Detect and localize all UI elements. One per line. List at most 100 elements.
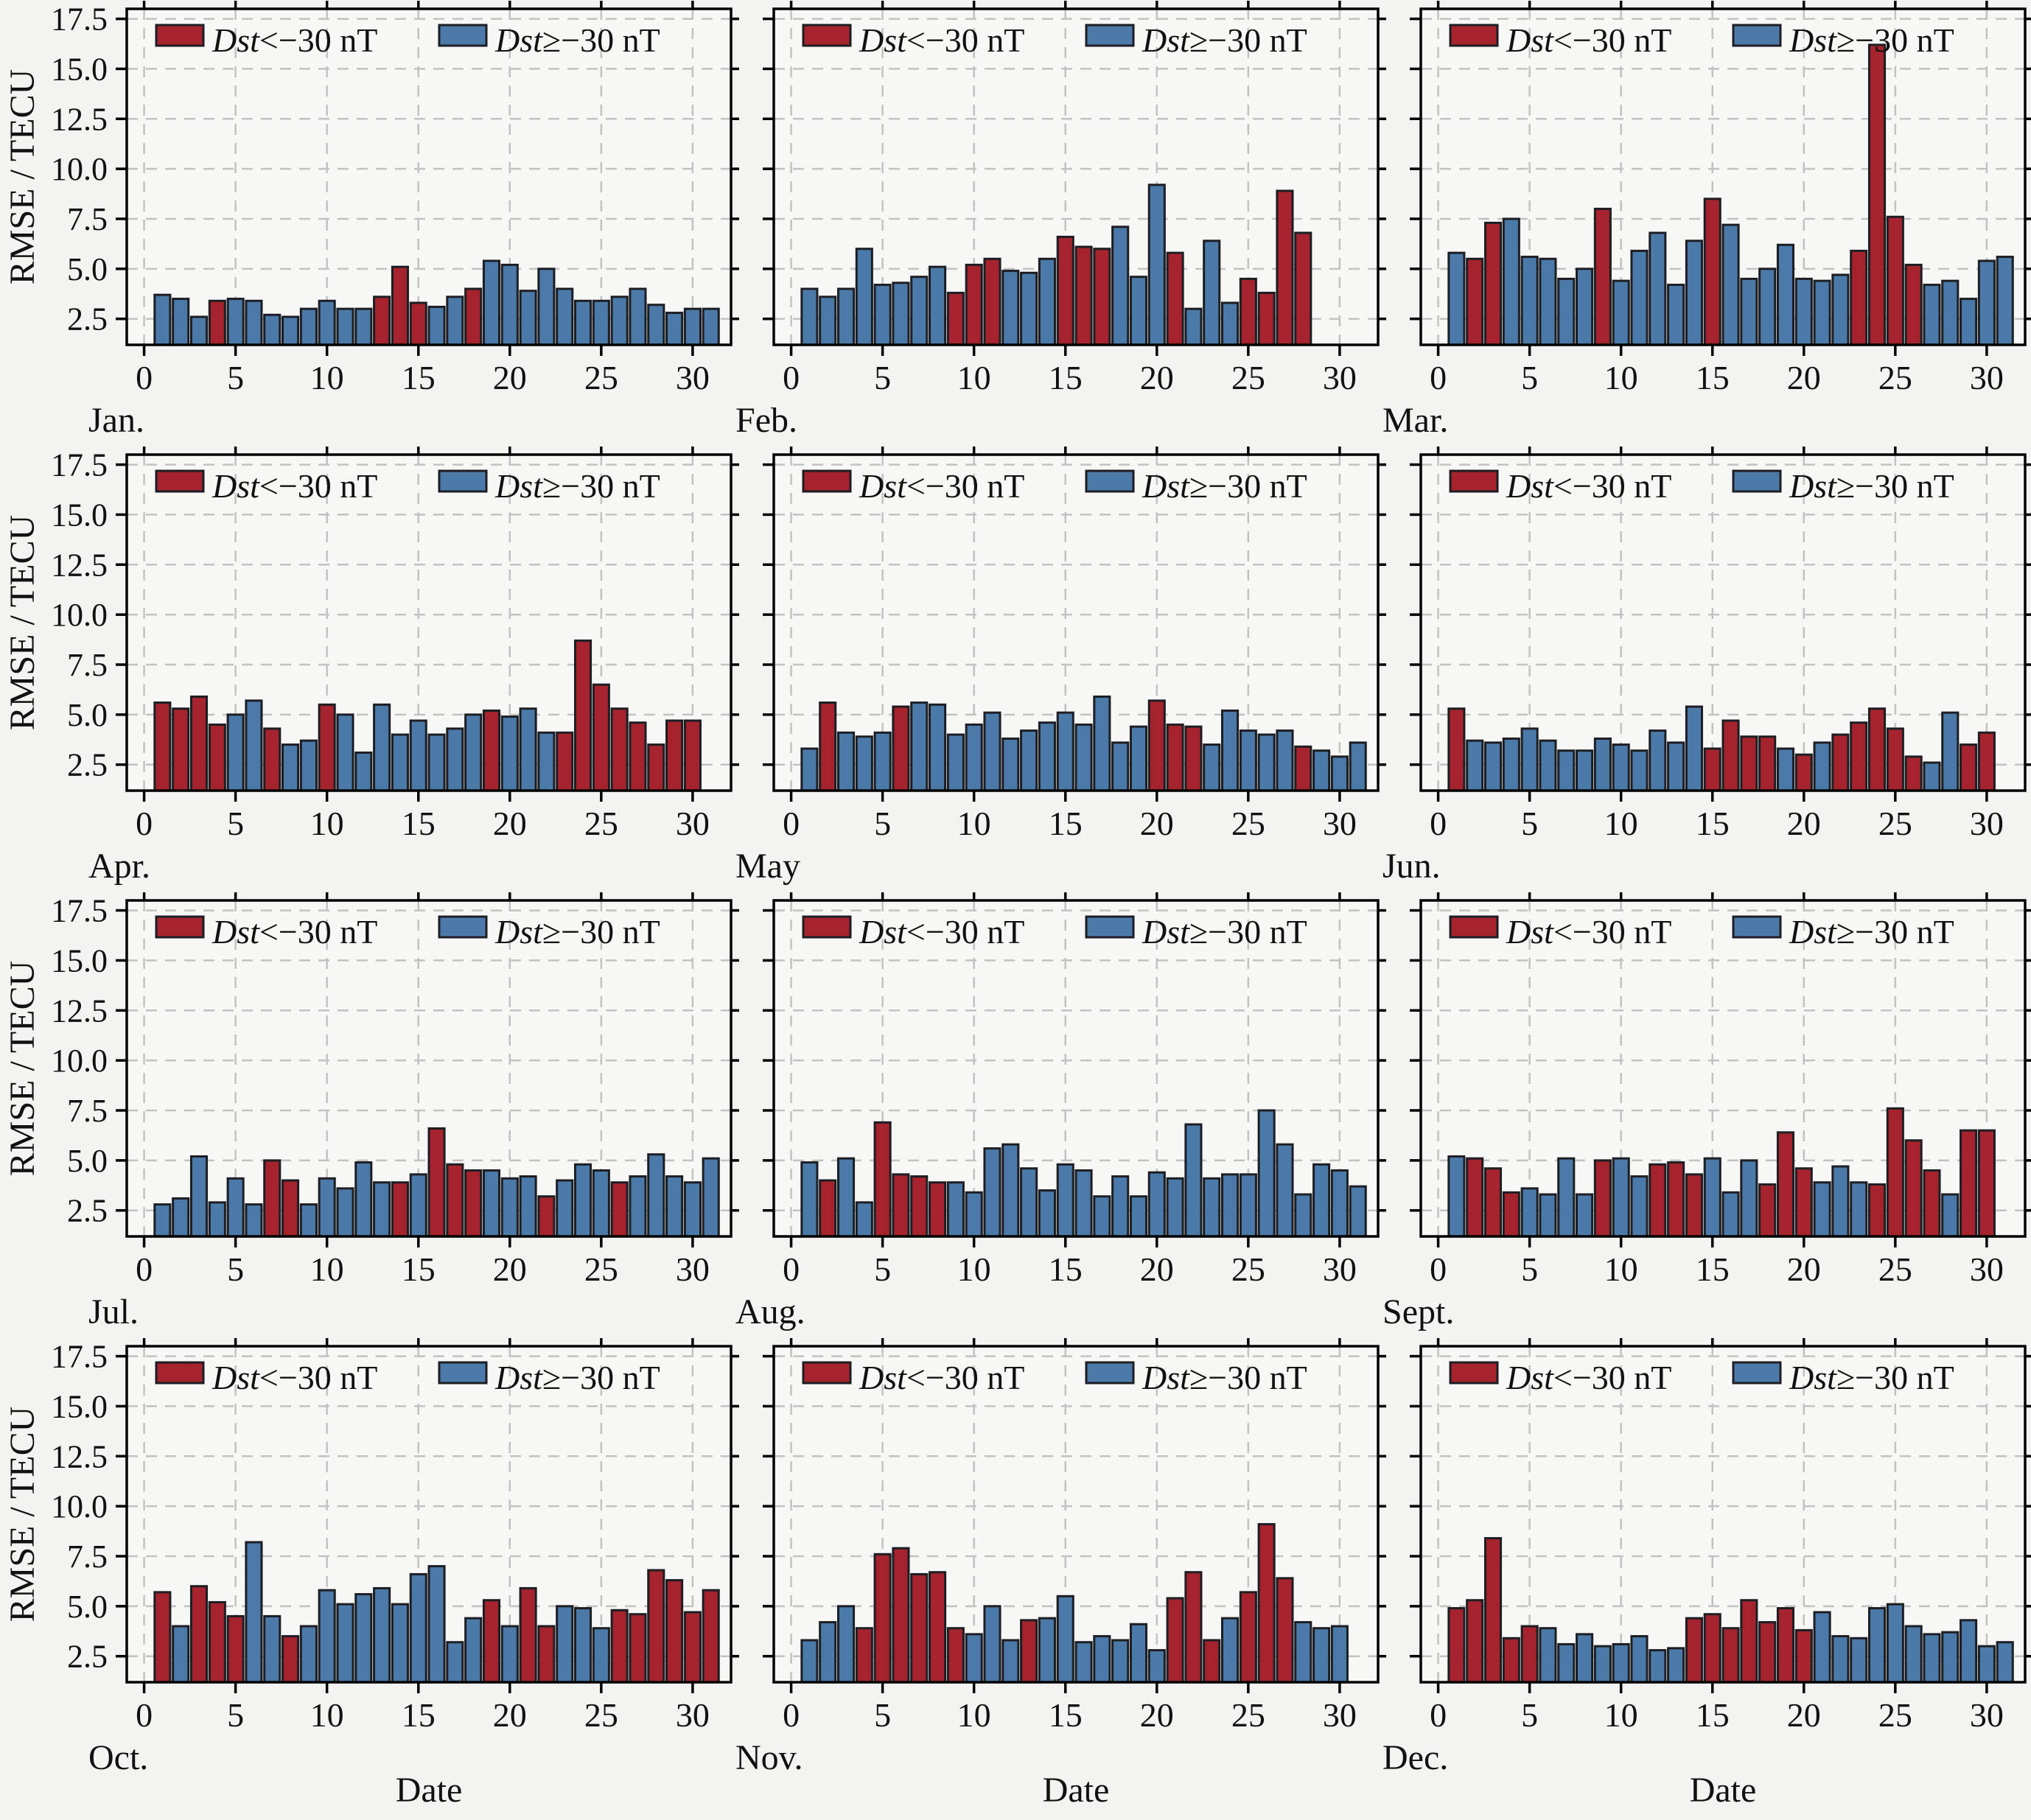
bar-quiet-day-31 (702, 1157, 720, 1238)
bar-quiet-day-11 (336, 1187, 354, 1238)
legend-swatch-quiet (438, 1361, 488, 1385)
bar-quiet-day-1 (153, 1203, 172, 1238)
bar-quiet-day-9 (299, 1203, 318, 1238)
bar-quiet-day-28 (1941, 1631, 1960, 1684)
bar-quiet-day-23 (556, 287, 574, 346)
bar-quiet-day-4 (855, 248, 873, 346)
bar-storm-day-24 (573, 639, 592, 792)
x-axis-label: Date (1043, 1771, 1110, 1810)
bar-quiet-day-3 (189, 315, 209, 346)
bar-storm-day-8 (282, 1635, 300, 1684)
bar-quiet-day-15 (409, 719, 427, 792)
bar-storm-day-21 (1166, 251, 1184, 346)
bar-quiet-day-21 (1813, 1181, 1831, 1238)
ytick-label: 17.5 (51, 893, 108, 929)
bar-quiet-day-26 (1257, 1109, 1276, 1238)
bar-storm-day-27 (1923, 1169, 1941, 1238)
legend-label-quiet: Dst≥−30 nT (494, 1359, 660, 1396)
bar-quiet-day-29 (665, 1175, 684, 1238)
bar-quiet-day-14 (1685, 705, 1703, 792)
bar-quiet-day-7 (1557, 1642, 1576, 1684)
bar-storm-day-21 (1166, 723, 1184, 792)
bar-quiet-day-18 (1111, 741, 1130, 792)
bar-storm-day-25 (1886, 215, 1904, 346)
legend-swatch-storm (1449, 915, 1499, 939)
bar-storm-day-20 (1794, 1167, 1813, 1238)
bar-storm-day-26 (610, 1181, 629, 1238)
legend-swatch-quiet (1732, 24, 1782, 47)
xtick-label: 0 (783, 1250, 800, 1288)
xtick-label: 20 (1140, 1250, 1174, 1288)
bar-quiet-day-30 (1330, 755, 1349, 792)
spines (125, 453, 733, 792)
bar-storm-day-21 (1166, 1597, 1184, 1684)
bar-storm-day-26 (1904, 263, 1923, 346)
bar-quiet-day-18 (1111, 225, 1130, 346)
ticks (1410, 1, 2031, 356)
bar-quiet-day-16 (427, 733, 446, 792)
month-label: Feb. (735, 401, 797, 440)
bar-storm-day-26 (610, 707, 629, 792)
xtick-label: 10 (310, 1250, 344, 1288)
panel-jan: 0 5 10 15 20 25 30 2.5 5.0 7.5 10.0 12.5 15.0 17.5 Jan… (3, 1, 739, 440)
month-label: Jun. (1382, 847, 1441, 886)
legend: Dst<−30 nT Dst≥−30 nT (802, 913, 1307, 951)
xtick-label: 20 (493, 805, 527, 842)
bar-quiet-day-14 (1038, 721, 1056, 792)
legend-label-storm: Dst<−30 nT (212, 467, 377, 505)
bar-storm-day-8 (929, 1571, 947, 1684)
bar-quiet-day-31 (1349, 741, 1367, 792)
panel-feb: 0 5 10 15 20 25 30 Feb. Dst<−30 nT Dst≥−30 nT (735, 1, 1386, 440)
legend-swatch-quiet (438, 915, 488, 939)
bar-storm-day-20 (1794, 1628, 1813, 1684)
bar-storm-day-16 (1074, 245, 1093, 346)
bar-quiet-day-12 (1649, 231, 1667, 346)
bar-storm-day-22 (537, 1195, 556, 1238)
bar-quiet-day-18 (1111, 1639, 1130, 1684)
bar-quiet-day-31 (1349, 1185, 1367, 1238)
ticks (116, 1338, 739, 1693)
xtick-label: 15 (402, 359, 436, 396)
bar-quiet-day-14 (391, 1603, 409, 1684)
bar-storm-day-29 (1960, 1129, 1978, 1238)
bar-quiet-day-16 (427, 1565, 446, 1684)
bar-storm-day-15 (1703, 1613, 1721, 1684)
xtick-label: 25 (1231, 1696, 1265, 1734)
spines (1419, 453, 2027, 792)
xtick-label: 30 (1323, 1250, 1357, 1288)
bar-quiet-day-8 (1576, 749, 1594, 792)
bar-storm-day-5 (226, 1614, 245, 1684)
bar-quiet-day-11 (1630, 249, 1649, 346)
bar-quiet-day-13 (1020, 1167, 1038, 1238)
bar-storm-day-24 (1867, 1183, 1887, 1238)
ytick-label: 15.0 (51, 51, 108, 87)
legend-label-storm: Dst<−30 nT (1506, 467, 1671, 505)
bar-storm-day-2 (819, 701, 837, 792)
bar-quiet-day-27 (1923, 284, 1941, 346)
bar-quiet-day-16 (1721, 223, 1740, 346)
bar-quiet-day-17 (1093, 1635, 1111, 1684)
ytick-label: 17.5 (51, 447, 108, 483)
bar-storm-day-3 (1483, 1167, 1503, 1238)
ytick-label: 7.5 (67, 1093, 108, 1129)
bar-quiet-day-20 (500, 1625, 519, 1684)
bar-quiet-day-10 (965, 1191, 983, 1238)
bar-quiet-day-31 (1996, 1641, 2014, 1684)
bar-storm-day-13 (1020, 1619, 1038, 1684)
bar-quiet-day-30 (683, 1181, 702, 1238)
bars (1447, 1537, 2014, 1684)
bar-quiet-day-24 (1867, 1607, 1887, 1684)
bar-storm-day-25 (1239, 1591, 1257, 1684)
xtick-label: 0 (1430, 805, 1447, 842)
bar-storm-day-27 (1276, 1577, 1294, 1684)
bar-quiet-day-5 (226, 298, 245, 346)
bar-storm-day-5 (873, 1553, 892, 1684)
legend-swatch-quiet (1732, 915, 1782, 939)
bar-quiet-day-29 (665, 312, 684, 346)
bar-quiet-day-9 (299, 739, 318, 792)
xtick-label: 30 (676, 1250, 710, 1288)
bar-quiet-day-10 (965, 1633, 983, 1684)
bar-storm-day-4 (208, 299, 226, 346)
ytick-label: 5.0 (67, 1143, 108, 1179)
bar-storm-day-1 (1447, 707, 1466, 792)
